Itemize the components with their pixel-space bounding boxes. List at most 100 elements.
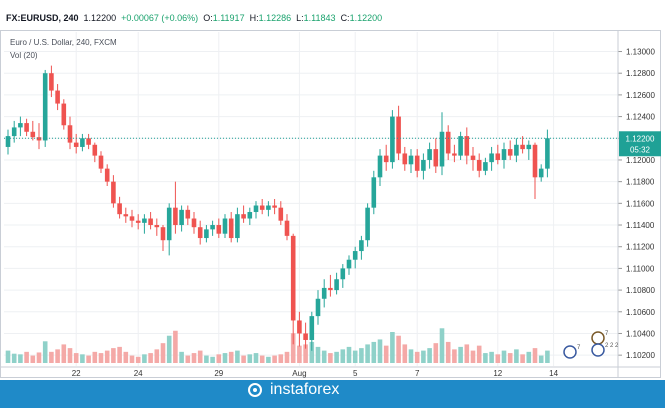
volume-bar (414, 351, 420, 363)
candle-body (315, 298, 321, 317)
candle-body (24, 123, 29, 132)
candle-body (396, 116, 401, 154)
event-flag-label: 7 (605, 331, 609, 337)
candle-body (111, 181, 116, 204)
volume-bar (266, 356, 271, 363)
volume-bar (18, 354, 23, 363)
candle-body (414, 155, 420, 171)
volume-bar (142, 354, 147, 363)
volume-bar (340, 349, 346, 363)
volume-bar (377, 339, 383, 363)
candle-body (433, 149, 439, 167)
volume-bar (297, 345, 302, 363)
watermark-banner (0, 380, 665, 408)
volume-bar (204, 355, 209, 363)
candle-body (92, 144, 98, 156)
volume-bar (303, 344, 308, 363)
y-tick-label: 1.12000 (626, 156, 655, 165)
low-label: L: (296, 13, 304, 23)
candle-body (476, 159, 482, 171)
candle-body (284, 220, 290, 236)
event-flag-label: 2 2 2 (605, 343, 619, 349)
volume-bar (383, 345, 389, 363)
volume-bar (328, 353, 333, 363)
candle-body (80, 138, 85, 147)
volume-bar (532, 348, 538, 363)
volume-bar (67, 348, 73, 363)
candle-body (253, 205, 259, 213)
volume-bar (514, 349, 519, 363)
volume-bar (235, 350, 240, 363)
volume-bar (427, 348, 432, 363)
symbol-label[interactable]: FX:EURUSD, 240 (6, 13, 79, 23)
candle-body (117, 203, 122, 215)
volume-bar (396, 335, 401, 363)
candle-body (241, 214, 246, 219)
volume-bar (80, 354, 85, 363)
candle-body (104, 168, 110, 182)
candle-body (365, 207, 370, 241)
volume-bar (284, 351, 290, 363)
y-tick-label: 1.11400 (626, 221, 655, 230)
candle-body (98, 155, 104, 169)
logo-text: instaforex (270, 381, 340, 398)
candle-body (445, 131, 451, 154)
volume-bar (259, 355, 265, 363)
candle-body (55, 90, 60, 104)
candle-body (439, 131, 445, 167)
candle-body (452, 153, 457, 156)
candle-body (352, 251, 358, 260)
candle-body (73, 142, 79, 147)
last-price: 1.12200 (83, 13, 117, 23)
candle-body (11, 127, 17, 137)
candle-body (526, 144, 532, 150)
volume-bar (489, 351, 494, 363)
open-label: O: (203, 13, 213, 23)
candle-body (135, 220, 141, 223)
volume-bar (309, 341, 315, 363)
candle-body (507, 149, 513, 156)
volume-bar (42, 341, 48, 363)
volume-bar (421, 350, 426, 363)
candle-body (427, 149, 432, 160)
candle-body (390, 116, 395, 163)
volume-indicator-label[interactable]: Vol (20) (10, 51, 38, 60)
x-tick-label: 7 (415, 369, 420, 378)
volume-bar (470, 350, 476, 363)
candle-body (210, 225, 215, 230)
volume-bar (210, 356, 215, 363)
volume-bar (253, 353, 259, 363)
candle-body (421, 159, 426, 171)
volume-bar (507, 353, 513, 363)
volume-bar (538, 355, 544, 363)
candle-body (321, 287, 327, 299)
candle-body (545, 138, 550, 169)
volume-bar (191, 353, 197, 363)
volume-bar (154, 349, 160, 363)
volume-bar (216, 354, 222, 363)
price-tag-box (619, 131, 661, 157)
y-tick-label: 1.12800 (626, 69, 655, 78)
volume-bar (402, 344, 408, 363)
volume-bar (321, 350, 327, 363)
candle-body (458, 136, 463, 156)
volume-bar (390, 332, 395, 363)
y-tick-label: 1.10800 (626, 286, 655, 295)
instrument-title: Euro / U.S. Dollar, 240, FXCM (10, 38, 117, 47)
candle-body (402, 153, 408, 165)
candle-body (464, 136, 470, 156)
volume-bar (371, 341, 377, 363)
volume-bar (185, 355, 191, 363)
volume-bar (11, 353, 17, 363)
volume-bar (501, 350, 507, 363)
candle-body (278, 207, 284, 221)
candle-body (30, 131, 36, 138)
x-tick-label: 29 (214, 369, 223, 378)
event-flag-icon (591, 343, 605, 357)
candle-body (266, 205, 271, 210)
volume-bar (111, 348, 116, 363)
candle-body (377, 155, 383, 178)
candle-body (204, 229, 209, 239)
candle-body (86, 138, 91, 145)
